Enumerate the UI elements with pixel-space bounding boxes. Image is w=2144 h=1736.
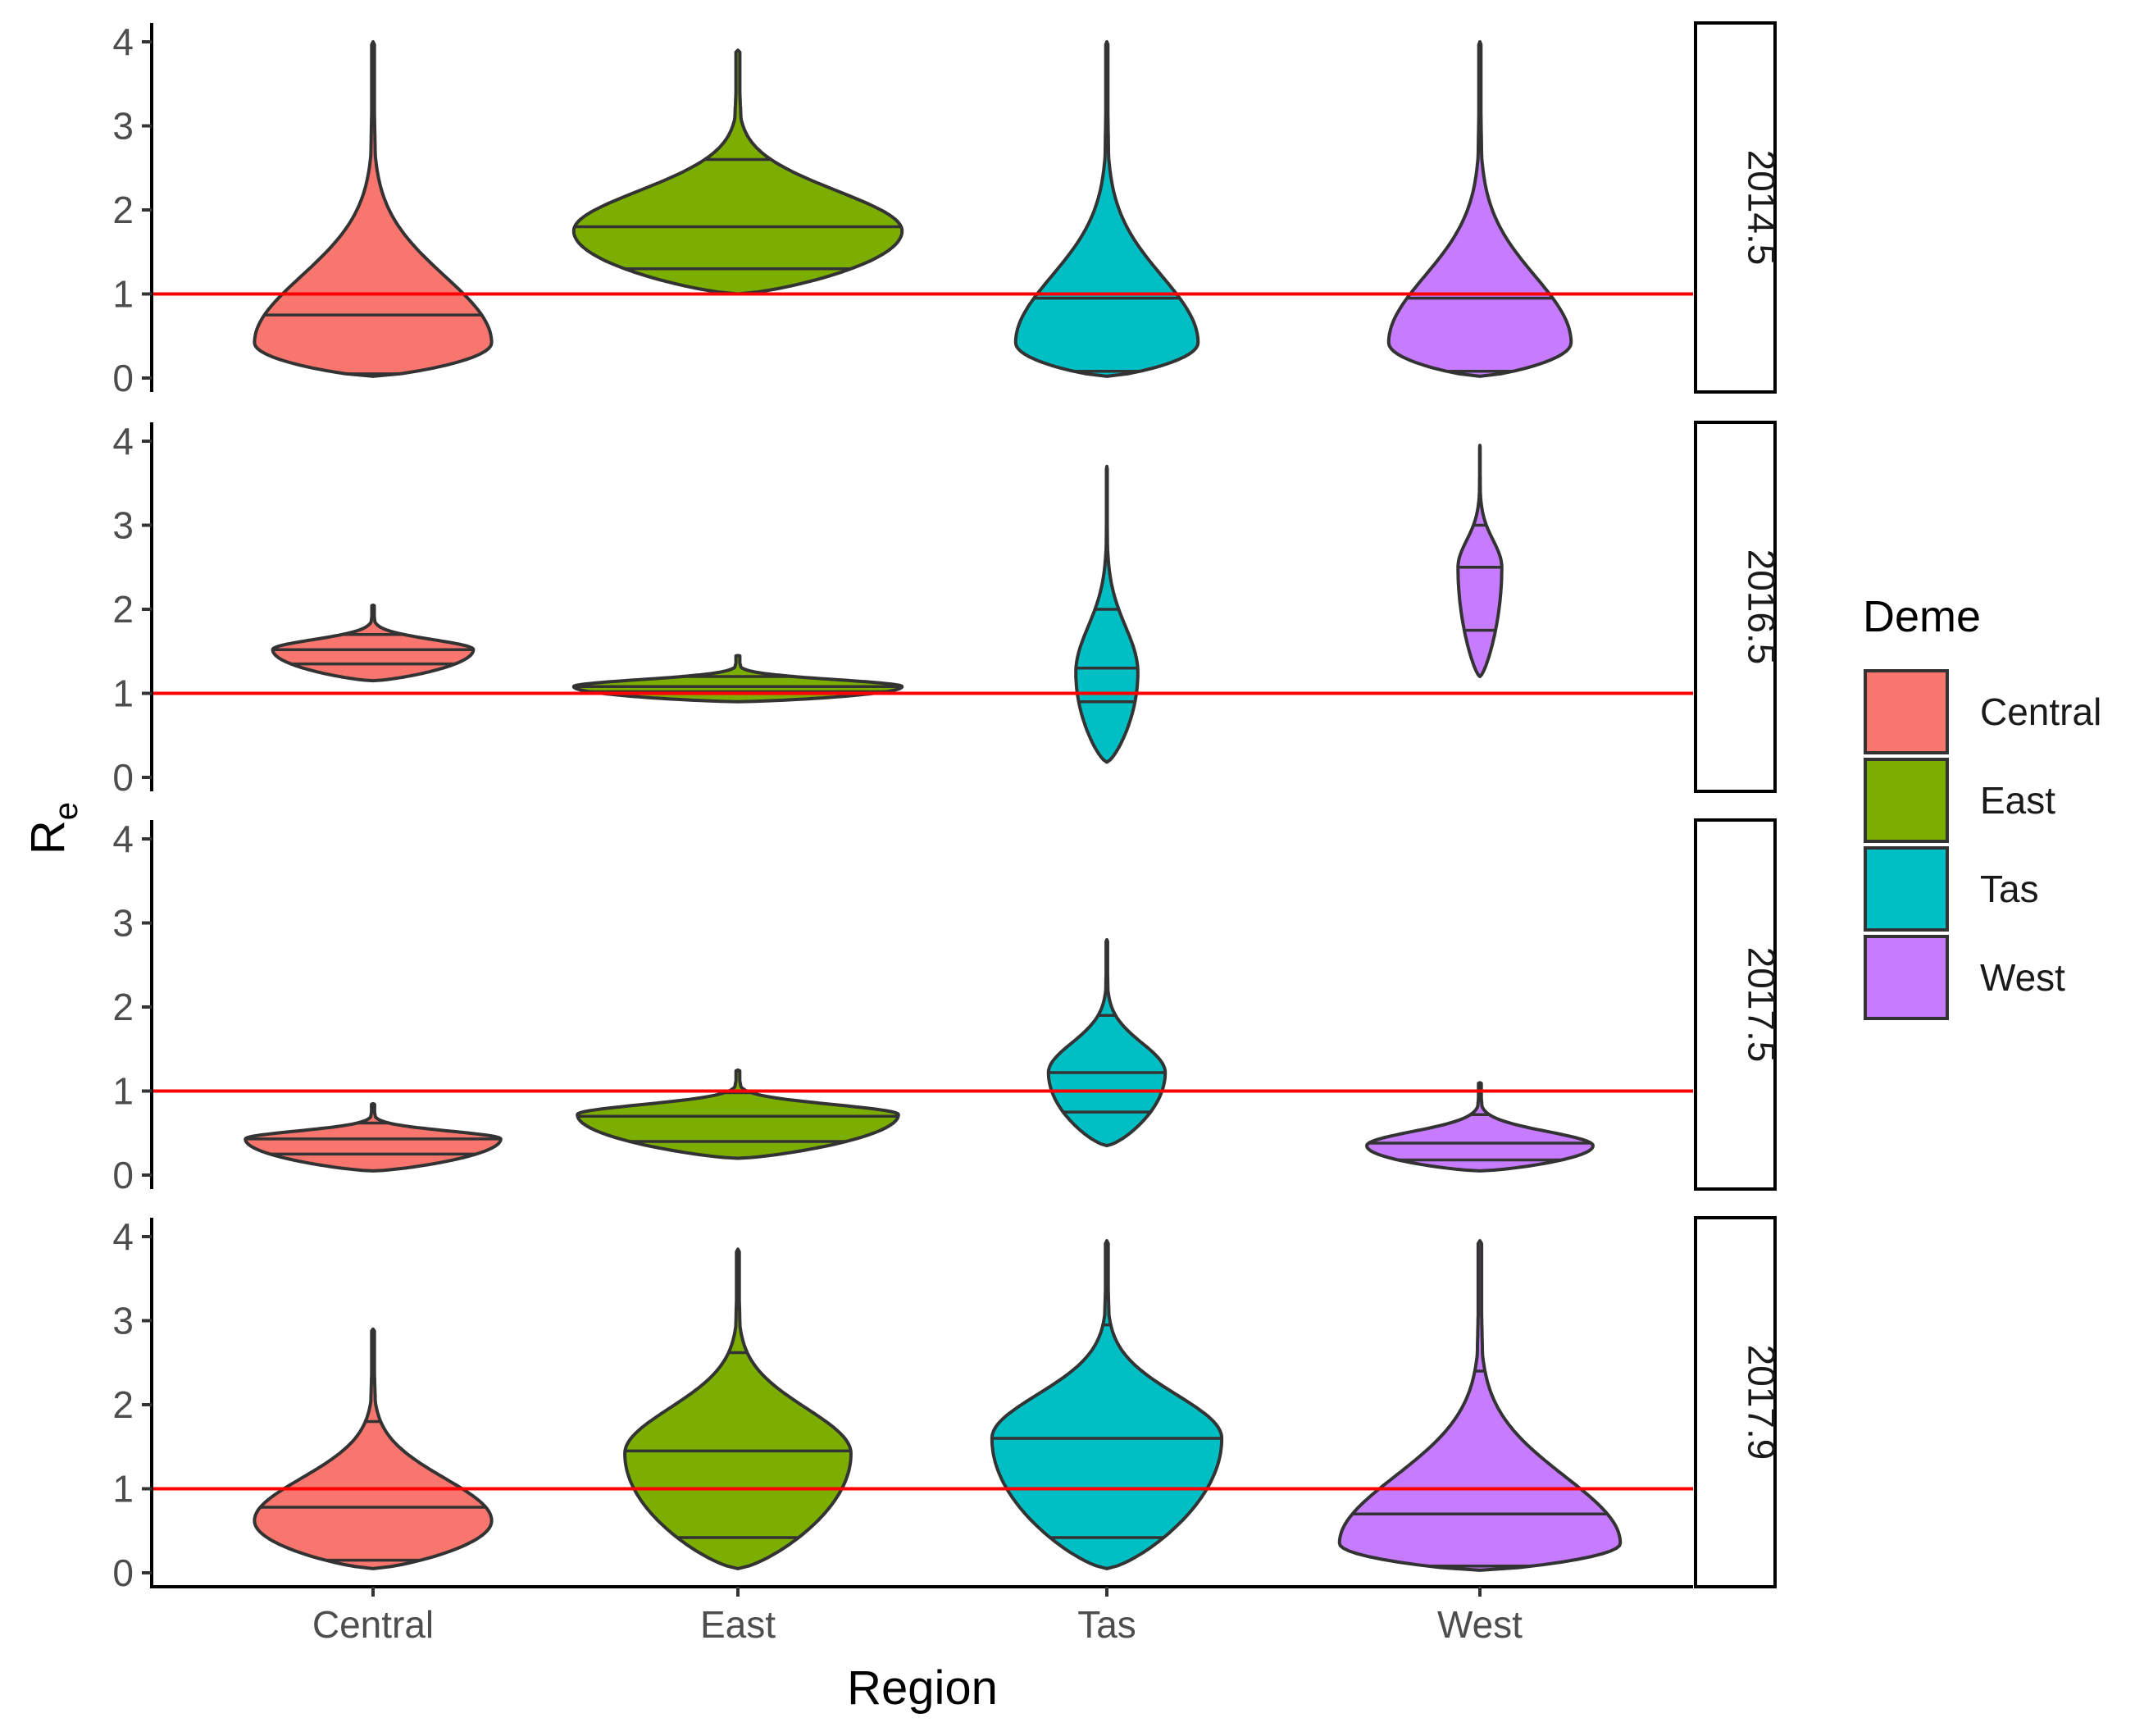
- legend-key-Central: [1864, 669, 1949, 754]
- y-tick-label-2014.5-2: 2: [112, 189, 134, 231]
- facet-strip-label-2017.5: 2017.5: [1741, 947, 1783, 1063]
- facet-strip-label-2017.9: 2017.9: [1741, 1345, 1783, 1460]
- legend-label-West: West: [1980, 956, 2065, 999]
- x-tick-label-East: East: [700, 1603, 776, 1646]
- violin-2014.5-Tas: [1013, 40, 1200, 378]
- y-tick-label-2017.5-4: 4: [112, 818, 134, 860]
- violin-2017.9-Central: [253, 1327, 494, 1570]
- y-tick-label-2017.5-0: 0: [112, 1154, 134, 1196]
- violin-2016.5-West: [1456, 444, 1504, 678]
- facet-strip-2016.5: [1694, 421, 1777, 793]
- legend-key-West: [1864, 935, 1949, 1020]
- y-tick-label-2014.5-4: 4: [112, 21, 134, 63]
- y-tick-label-2017.9-2: 2: [112, 1383, 134, 1426]
- violin-2017.9-West: [1337, 1239, 1623, 1572]
- facet-strip-label-2016.5: 2016.5: [1741, 549, 1783, 665]
- violin-2017.5-East: [576, 1068, 900, 1160]
- y-axis-title: Re: [21, 802, 84, 854]
- y-tick-label-2017.9-0: 0: [112, 1551, 134, 1594]
- y-axis-title-subscript: e: [48, 802, 84, 820]
- violin-2017.9-East: [623, 1247, 853, 1570]
- y-tick-label-2017.5-3: 3: [112, 902, 134, 945]
- y-tick-label-2014.5-0: 0: [112, 357, 134, 399]
- violin-2014.5-West: [1386, 40, 1573, 378]
- y-tick-label-2017.9-1: 1: [112, 1468, 134, 1510]
- x-tick-label-West: West: [1437, 1603, 1523, 1646]
- y-tick-label-2016.5-4: 4: [112, 420, 134, 462]
- x-axis-title: Region: [847, 1661, 998, 1715]
- violin-2017.5-Central: [244, 1101, 503, 1173]
- legend-label-East: East: [1980, 779, 2055, 822]
- y-tick-label-2016.5-3: 3: [112, 504, 134, 547]
- facet-panel-2016.5: 0 1 2 3 4 2016.5: [112, 420, 1782, 799]
- legend-key-Tas: [1864, 846, 1949, 932]
- y-tick-label-2017.9-3: 3: [112, 1300, 134, 1342]
- x-tick-label-Central: Central: [312, 1603, 434, 1646]
- violin-2017.9-Tas: [990, 1239, 1224, 1570]
- y-tick-label-2016.5-0: 0: [112, 756, 134, 799]
- legend: Deme Central East Tas West: [1863, 592, 2101, 1020]
- facet-strip-2014.5: [1694, 21, 1777, 394]
- legend-label-Tas: Tas: [1980, 868, 2039, 910]
- violin-2016.5-Central: [271, 603, 476, 683]
- violin-2014.5-Central: [253, 40, 494, 378]
- y-tick-label-2017.5-1: 1: [112, 1070, 134, 1113]
- y-tick-label-2017.9-4: 4: [112, 1215, 134, 1258]
- y-tick-label-2014.5-1: 1: [112, 273, 134, 316]
- facet-panel-2017.9: 0 1 2 3 4 2017.9: [112, 1215, 1782, 1594]
- facet-strip-label-2014.5: 2014.5: [1741, 150, 1783, 266]
- facet-strip-2017.9: [1694, 1216, 1777, 1588]
- legend-title: Deme: [1863, 592, 1981, 641]
- y-axis-title-main: R: [21, 820, 75, 854]
- y-tick-label-2016.5-2: 2: [112, 588, 134, 631]
- facet-strip-2017.5: [1694, 818, 1777, 1191]
- legend-items: Central East Tas West: [1864, 669, 2101, 1020]
- legend-key-East: [1864, 758, 1949, 843]
- x-tick-label-Tas: Tas: [1077, 1603, 1136, 1646]
- legend-label-Central: Central: [1980, 690, 2101, 733]
- facet-panel-2014.5: 0 1 2 3 4 2014.5: [112, 21, 1782, 399]
- facet-panels: 0 1 2 3 4 2014.5 0 1 2 3 4 2016.5 0 1 2 3 4 2017.5 0 1 2 3 4 20…: [112, 21, 1782, 1646]
- y-tick-label-2016.5-1: 1: [112, 672, 134, 715]
- violin-2014.5-East: [571, 48, 904, 296]
- violin-2017.5-Tas: [1046, 938, 1168, 1148]
- y-tick-label-2014.5-3: 3: [112, 105, 134, 148]
- facet-panel-2017.5: 0 1 2 3 4 2017.5: [112, 818, 1782, 1196]
- y-tick-label-2017.5-2: 2: [112, 986, 134, 1028]
- violin-2017.5-West: [1365, 1081, 1595, 1173]
- violin-2016.5-Tas: [1074, 464, 1140, 764]
